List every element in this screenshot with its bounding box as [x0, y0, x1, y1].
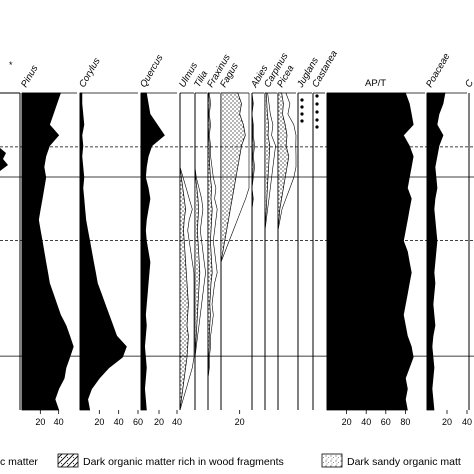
legend-label-2: Dark sandy organic matt [347, 456, 461, 468]
series-picea-exaggeration [277, 92, 297, 410]
series-picea-area [277, 92, 290, 410]
panel-pinus [21, 92, 77, 411]
series-carpinus-area [264, 92, 271, 410]
series-castanea-point-1 [315, 102, 319, 106]
series-ulmus-area [179, 93, 189, 411]
series-tilia-exaggeration [194, 93, 206, 410]
legend-swatch-1 [57, 453, 79, 468]
legend-item-0: c matter [0, 456, 38, 468]
legend-label-0: c matter [0, 456, 38, 468]
tick-label-ap-t-0: 20 [342, 417, 352, 427]
legend-label-1: Dark organic matter rich in wood fragmen… [83, 456, 284, 468]
taxon-label-pinus: Pinus [19, 63, 41, 89]
panel-tilia [194, 92, 207, 410]
series-abies-exaggeration [251, 92, 255, 410]
series-juglans-point-1 [300, 105, 304, 109]
panel-quercus [140, 92, 177, 411]
series-castanea-point-2 [315, 110, 319, 114]
tick-label-ap-t-2: 60 [381, 417, 391, 427]
panel-poaceae [426, 92, 467, 411]
taxon-label-partial-0: C [463, 78, 474, 90]
panel-picea [277, 92, 297, 410]
series-tilia-area [194, 93, 201, 410]
series-quercus-area [140, 92, 165, 411]
taxon-label-poaceae: Poaceae [424, 52, 452, 90]
series-fagus-exaggeration [220, 93, 250, 410]
tick-label-pinus-1: 40 [54, 417, 64, 427]
series-fagus-area [220, 92, 246, 410]
panel-fraxinus [207, 92, 220, 410]
tick-label-quercus-0: 20 [154, 417, 164, 427]
panel-ulmus [179, 92, 195, 411]
series-castanea-point-4 [315, 125, 319, 129]
tick-label-fagus-0: 20 [235, 417, 245, 427]
tick-label-quercus-1: 40 [172, 417, 182, 427]
tick-label-corylus-0: 20 [94, 417, 104, 427]
series-juglans-point-0 [300, 98, 304, 102]
tick-label-poaceae-0: 20 [442, 417, 452, 427]
legend-swatch-2 [321, 453, 343, 468]
tick-label-corylus-2: 60 [133, 417, 143, 427]
legend-item-1: Dark organic matter rich in wood fragmen… [57, 453, 284, 468]
partial-taxon-marker: * [9, 60, 13, 70]
series-carpinus-exaggeration [264, 92, 276, 410]
series-castanea-point-3 [315, 118, 319, 122]
left-series-fragment [0, 148, 8, 171]
series-fraxinus-area [207, 92, 213, 410]
series-ulmus-exaggeration [179, 93, 195, 411]
panel-abies [251, 92, 264, 410]
series-juglans-point-3 [300, 119, 304, 123]
taxon-label-quercus: Quercus [138, 53, 166, 90]
panel-fagus [220, 92, 250, 410]
series-fraxinus-exaggeration [207, 92, 218, 410]
panel-castanea [312, 92, 325, 410]
series-pinus-area [21, 92, 74, 411]
tick-label-ap-t-1: 40 [361, 417, 371, 427]
series-corylus-area [79, 92, 127, 411]
panel-ap-t [326, 92, 425, 411]
series-poaceae-area [426, 92, 446, 411]
legend-item-2: Dark sandy organic matt [321, 453, 461, 468]
series-ap-t-area [326, 92, 414, 411]
tick-label-corylus-1: 40 [114, 417, 124, 427]
tick-label-pinus-0: 20 [35, 417, 45, 427]
panel-corylus [79, 92, 138, 411]
tick-label-poaceae-1: 40 [462, 417, 472, 427]
tick-label-ap-t-3: 80 [400, 417, 410, 427]
panel-juglans [297, 92, 312, 410]
panel-carpinus [264, 92, 277, 410]
taxon-label-corylus: Corylus [77, 56, 103, 90]
series-juglans-point-2 [300, 112, 304, 116]
panel-truncated-left [0, 92, 21, 410]
taxon-label-ap-t: AP/T [365, 78, 386, 89]
series-castanea-point-0 [315, 94, 319, 98]
